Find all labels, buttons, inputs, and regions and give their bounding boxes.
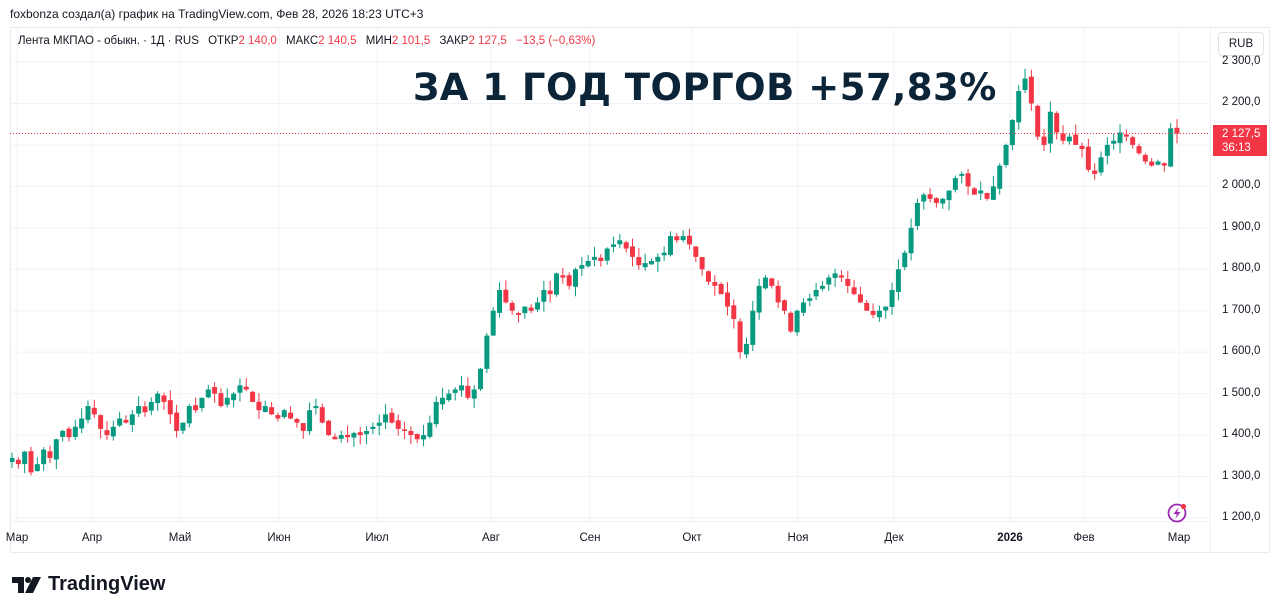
y-tick-label: 1 800,0 [1222,262,1261,275]
y-tick-label: 1 200,0 [1222,511,1261,523]
headline-annotation: ЗА 1 ГОД ТОРГОВ +57,83% [413,66,997,109]
x-axis-divider [10,521,1210,522]
high-label: МАКС [286,35,319,47]
chart-credit: foxbonza создал(а) график на TradingView… [10,7,424,21]
x-tick-label: Апр [81,532,103,544]
y-tick-label: 1 500,0 [1222,386,1261,399]
change-value: −13,5 (−0,63%) [516,35,596,47]
y-tick-label: 2 300,0 [1222,55,1261,67]
high-value: 2 140,5 [318,35,357,47]
x-tick-label: Май [168,532,192,544]
low-value: 2 101,5 [391,35,431,47]
last-price: 2 127,5 [1222,128,1261,140]
symbol-legend: Лента МКПАО - обыкн. · 1Д · RUS ОТКР2 14… [18,35,595,47]
tradingview-logo[interactable]: TradingView [12,573,165,596]
last-price-tag: 2 127,5 36:13 [1213,125,1267,156]
tradingview-logo-icon [12,576,41,593]
x-tick-label: Июн [267,532,291,544]
open-label: ОТКР [208,35,239,47]
y-axis-divider [1210,27,1211,553]
bar-countdown: 36:13 [1222,142,1251,154]
y-tick-label: 1 400,0 [1222,428,1261,441]
x-tick-label: 2026 [997,532,1023,544]
x-tick-label: Мар [5,532,29,544]
lightning-icon[interactable] [1166,502,1188,524]
currency-button[interactable]: RUB [1218,32,1264,56]
x-tick-label: Авг [482,532,500,544]
symbol-name[interactable]: Лента МКПАО - обыкн. · 1Д · RUS [18,35,199,47]
x-tick-label: Сен [579,532,601,544]
y-tick-label: 1 700,0 [1222,303,1261,316]
x-tick-label: Фев [1073,532,1095,544]
y-tick-label: 1 600,0 [1222,345,1261,358]
close-value: 2 127,5 [468,35,507,47]
low-label: МИН [365,35,392,47]
close-label: ЗАКР [439,35,469,47]
y-tick-label: 2 200,0 [1222,96,1261,109]
tradingview-logo-text: TradingView [48,573,166,595]
y-tick-label: 2 000,0 [1222,179,1261,192]
candlestick-chart[interactable] [10,27,1210,521]
x-tick-label: Окт [682,532,702,544]
y-tick-label: 1 900,0 [1222,220,1261,233]
x-tick-label: Мар [1167,532,1191,544]
x-tick-label: Июл [365,532,389,544]
open-value: 2 140,0 [238,35,277,47]
chart-frame [10,27,1270,553]
x-tick-label: Ноя [787,532,809,544]
y-tick-label: 1 300,0 [1222,469,1261,482]
x-tick-label: Дек [884,532,904,544]
